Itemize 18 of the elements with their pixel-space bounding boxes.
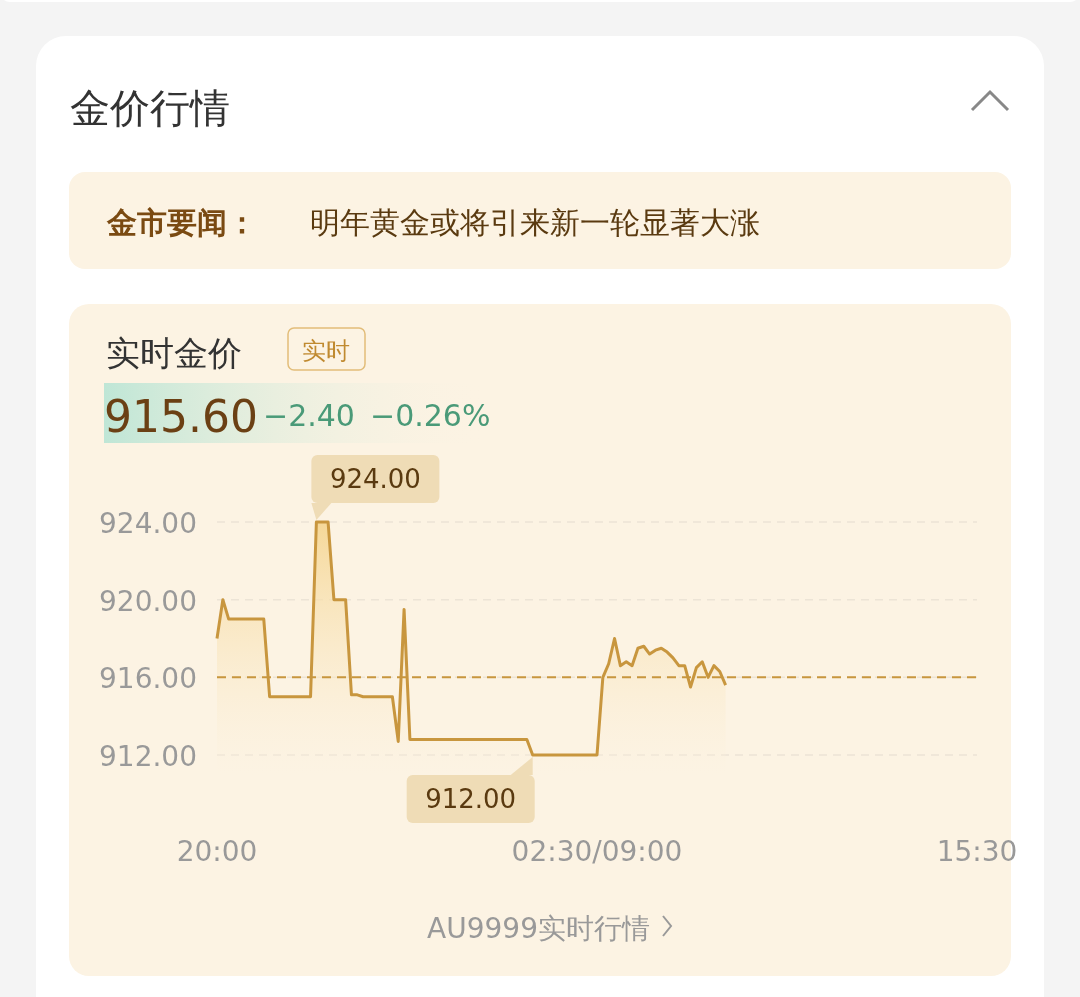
text: 金市要闻： xyxy=(106,205,257,240)
chart-title: 金价行情 xyxy=(70,85,230,131)
text: 915.60 xyxy=(104,391,258,442)
text: 912.00 xyxy=(425,784,517,814)
text: −2.40 xyxy=(263,398,355,433)
text: 实时 xyxy=(302,337,350,365)
y-tick-label: 924.00 xyxy=(99,507,197,540)
text: −0.26% xyxy=(370,398,491,433)
text: 924.00 xyxy=(329,464,421,494)
x-tick-label: 02:30/09:00 xyxy=(511,835,683,868)
y-tick-label: 920.00 xyxy=(99,584,197,618)
chart-subtitle: 实时金价 xyxy=(106,333,242,373)
y-tick-label: 916.00 xyxy=(99,662,197,696)
x-tick-label: 20:00 xyxy=(176,835,258,868)
x-tick-label: 15:30 xyxy=(936,835,1018,868)
y-tick-label: 912.00 xyxy=(99,740,197,773)
text: AU9999实时行情 xyxy=(427,912,650,945)
text: 明年黄金或将引来新一轮显著大涨 xyxy=(310,205,760,240)
